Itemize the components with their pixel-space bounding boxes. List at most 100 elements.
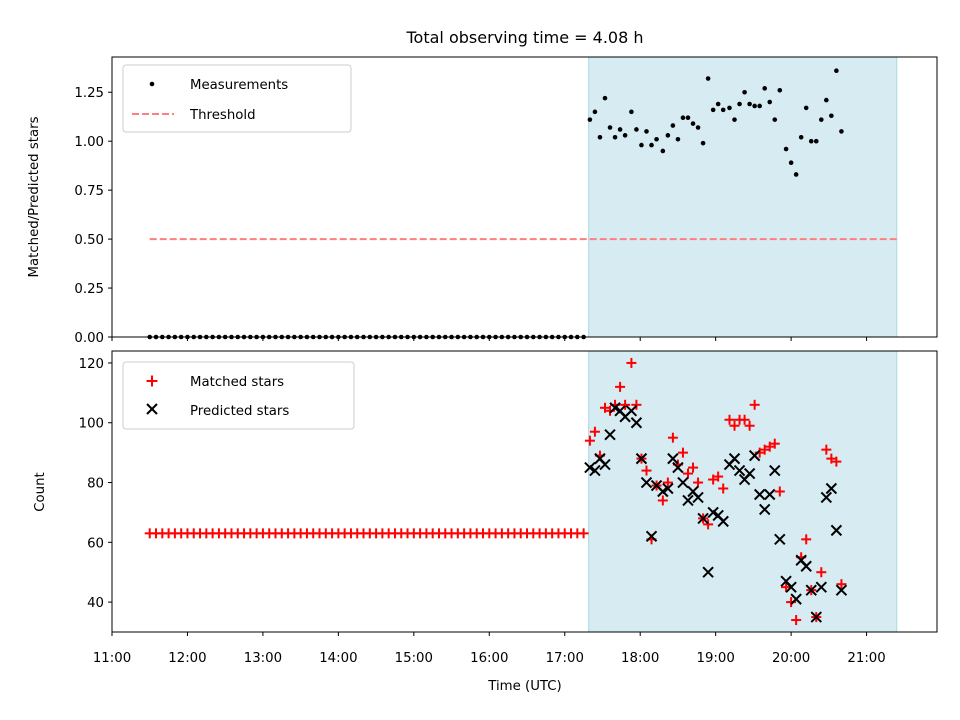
predicted-star-point bbox=[672, 461, 684, 474]
measurement-point bbox=[622, 133, 628, 138]
x-tick-label: 20:00 bbox=[772, 651, 810, 666]
matched-star-point bbox=[749, 399, 760, 410]
legend-label-measurements: Measurements bbox=[190, 78, 288, 93]
legend-box-top bbox=[122, 64, 352, 133]
measurement-point bbox=[762, 86, 768, 91]
measurement-point bbox=[597, 134, 603, 140]
y-tick-label: 1.00 bbox=[74, 135, 104, 150]
matched-star-point bbox=[821, 444, 832, 455]
measurement-point bbox=[818, 117, 824, 122]
matched-star-point bbox=[729, 420, 740, 431]
matched-star-point bbox=[693, 477, 704, 488]
matched-star-point bbox=[816, 567, 827, 578]
measurement-point bbox=[675, 136, 681, 142]
matched-star-point bbox=[578, 528, 589, 539]
measurement-point bbox=[742, 89, 747, 95]
x-tick-label: 15:00 bbox=[395, 651, 433, 666]
measurement-point bbox=[727, 105, 732, 111]
measurement-point bbox=[612, 134, 618, 140]
measurement-point bbox=[680, 115, 686, 120]
matched-star-point bbox=[739, 414, 750, 425]
predicted-star-point bbox=[733, 464, 746, 477]
matched-star-point bbox=[831, 456, 842, 467]
predicted-star-point bbox=[810, 611, 822, 623]
matched-star-point bbox=[584, 435, 595, 446]
x-ticks-bottom: 11:00 12:00 13:00 14:00 15:00 16:00 17:00 18:00… bbox=[93, 632, 886, 666]
legend-marker-measurements bbox=[149, 81, 155, 87]
matched-star-point bbox=[744, 420, 755, 431]
y-tick-label: 0.75 bbox=[74, 184, 104, 199]
measurement-point bbox=[685, 115, 691, 120]
predicted-star-point bbox=[825, 482, 838, 495]
x-tick-label: 12:00 bbox=[168, 651, 206, 666]
predicted-star-point bbox=[677, 476, 689, 489]
observing-window-shade-top bbox=[588, 56, 898, 338]
y-tick-label: 0.00 bbox=[74, 331, 104, 346]
measurement-point bbox=[834, 68, 839, 74]
predicted-star-point bbox=[830, 524, 843, 537]
legend-marker-matched bbox=[146, 375, 158, 387]
x-tick-label: 18:00 bbox=[621, 651, 659, 666]
measurement-point bbox=[772, 117, 778, 122]
matched-star-point bbox=[718, 483, 729, 494]
measurement-point bbox=[720, 107, 726, 113]
matched-star-point bbox=[688, 462, 699, 473]
observing-window-shade-bottom bbox=[588, 350, 898, 633]
matched-star-point bbox=[682, 468, 693, 479]
measurement-point bbox=[824, 97, 829, 103]
y-ticks-bottom: 40 60 80 100 120 bbox=[79, 357, 112, 611]
predicted-star-point bbox=[640, 476, 653, 489]
measurement-point bbox=[700, 140, 706, 146]
predicted-star-point bbox=[815, 581, 828, 593]
y-tick-label: 80 bbox=[87, 477, 104, 492]
measurement-point bbox=[670, 123, 676, 128]
measurement-point bbox=[705, 76, 711, 81]
predicted-star-point bbox=[692, 491, 704, 504]
predicted-star-point bbox=[774, 533, 786, 546]
legend-marker-predicted bbox=[146, 403, 158, 415]
predicted-star-point bbox=[758, 503, 771, 516]
matched-star-point bbox=[677, 447, 688, 458]
matched-star-point bbox=[791, 615, 802, 626]
y-tick-label: 0.50 bbox=[74, 233, 104, 248]
legend-box-bottom bbox=[122, 361, 355, 430]
matched-star-point bbox=[657, 495, 668, 506]
measurement-point bbox=[710, 107, 716, 113]
y-tick-label: 0.25 bbox=[74, 282, 104, 297]
measurement-point bbox=[592, 109, 598, 115]
measurement-point bbox=[793, 172, 799, 177]
predicted-star-point bbox=[800, 560, 812, 572]
ratio-panel: 0.00 0.25 0.50 0.75 1.00 1.25 Matched/Predict… bbox=[27, 56, 938, 346]
y-tick-label: 1.25 bbox=[74, 86, 104, 101]
matched-star-point bbox=[724, 414, 735, 425]
predicted-star-point bbox=[682, 494, 694, 507]
matched-star-point bbox=[836, 579, 847, 590]
x-ticks-top bbox=[111, 337, 868, 341]
legend-top: Measurements Threshold bbox=[122, 64, 352, 133]
measurement-point bbox=[602, 95, 608, 101]
measurement-point bbox=[639, 142, 644, 148]
predicted-star-point bbox=[697, 512, 709, 525]
matched-star-point bbox=[703, 519, 714, 530]
axes-frame-bottom bbox=[111, 350, 938, 633]
measurement-point bbox=[737, 101, 742, 107]
x-tick-label: 14:00 bbox=[319, 651, 357, 666]
measurement-point bbox=[839, 129, 844, 134]
predicted-star-point bbox=[785, 581, 797, 593]
measurement-point bbox=[634, 127, 639, 132]
measurement-point bbox=[783, 146, 789, 152]
x-tick-label: 17:00 bbox=[546, 651, 584, 666]
matched-star-point bbox=[667, 432, 678, 443]
predicted-star-point bbox=[635, 452, 648, 465]
measurement-point bbox=[808, 138, 814, 144]
matched-star-point bbox=[615, 381, 626, 392]
matched-star-point bbox=[801, 534, 812, 545]
predicted-star-point bbox=[805, 584, 817, 596]
measurement-point bbox=[813, 138, 819, 144]
count-panel: 40 60 80 100 120 11:00 12:00 13:00 14:00 15:00 16… bbox=[33, 350, 938, 694]
x-axis-label: Time (UTC) bbox=[487, 679, 562, 694]
x-tick-label: 19:00 bbox=[696, 651, 734, 666]
predicted-star-point bbox=[764, 488, 776, 501]
measurement-point bbox=[829, 113, 834, 119]
